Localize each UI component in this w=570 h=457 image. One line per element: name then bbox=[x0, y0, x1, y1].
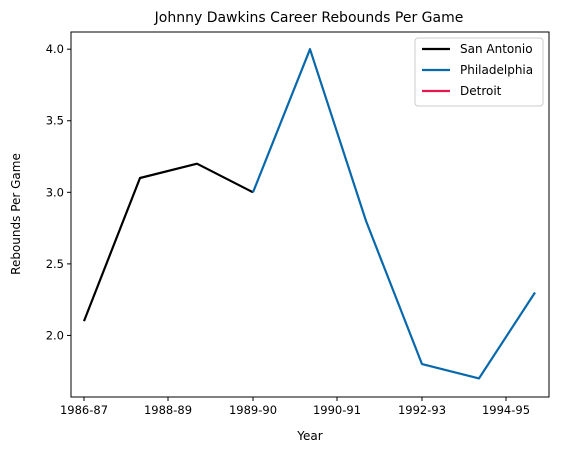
legend-label-san-antonio: San Antonio bbox=[460, 42, 533, 56]
x-tick-label: 1990-91 bbox=[313, 403, 361, 417]
x-axis-label: Year bbox=[296, 429, 322, 443]
y-tick-label: 3.5 bbox=[46, 114, 64, 128]
y-tick-label: 2.0 bbox=[46, 328, 64, 342]
x-tick-label: 1989-90 bbox=[229, 403, 277, 417]
chart-title: Johnny Dawkins Career Rebounds Per Game bbox=[154, 10, 464, 26]
y-tick-label: 4.0 bbox=[46, 42, 64, 56]
y-axis: 2.0 2.5 3.0 3.5 4.0 bbox=[46, 42, 71, 342]
x-tick-label: 1988-89 bbox=[144, 403, 192, 417]
legend: San Antonio Philadelphia Detroit bbox=[415, 38, 543, 106]
x-tick-label: 1992-93 bbox=[398, 403, 446, 417]
x-axis: 1986-87 1988-89 1989-90 1990-91 1992-93 1994-… bbox=[60, 397, 530, 417]
x-tick-label: 1986-87 bbox=[60, 403, 108, 417]
y-tick-label: 3.0 bbox=[46, 185, 64, 199]
legend-label-detroit: Detroit bbox=[460, 84, 502, 98]
y-axis-label: Rebounds Per Game bbox=[9, 153, 23, 275]
x-tick-label: 1994-95 bbox=[482, 403, 530, 417]
y-tick-label: 2.5 bbox=[46, 257, 64, 271]
legend-label-philadelphia: Philadelphia bbox=[460, 63, 533, 77]
